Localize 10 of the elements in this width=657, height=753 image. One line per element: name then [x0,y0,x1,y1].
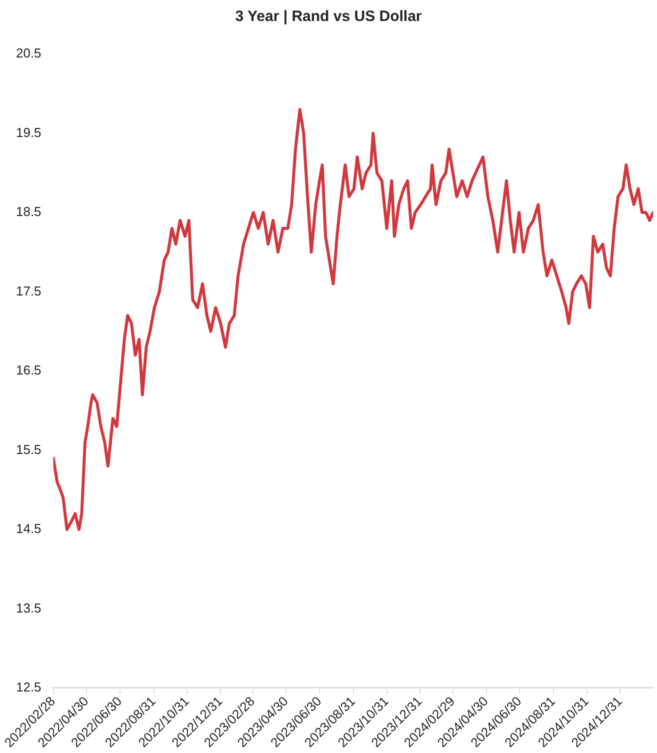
y-tick-label: 15.5 [16,442,42,457]
y-tick-label: 12.5 [16,680,42,695]
y-tick-label: 13.5 [16,600,42,616]
chart-title: 3 Year | Rand vs US Dollar [235,8,422,26]
y-tick-label: 16.5 [16,362,42,378]
y-tick-label: 14.5 [16,521,42,536]
y-tick-label: 18.5 [16,204,42,220]
y-tick-label: 19.5 [16,124,42,140]
y-tick-label: 17.5 [16,283,42,298]
y-tick-label: 20.5 [16,46,42,61]
